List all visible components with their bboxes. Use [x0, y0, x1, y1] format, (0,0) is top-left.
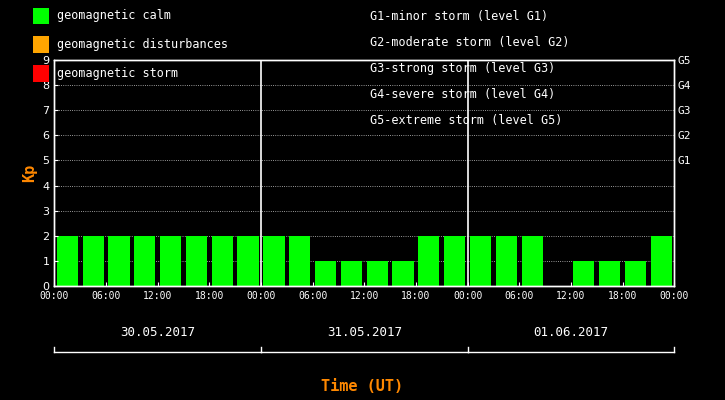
Bar [599, 261, 621, 286]
Text: 01.06.2017: 01.06.2017 [534, 326, 608, 339]
Bar [263, 236, 284, 286]
Bar [625, 261, 646, 286]
Bar [83, 236, 104, 286]
Bar [418, 236, 439, 286]
Text: geomagnetic calm: geomagnetic calm [57, 10, 171, 22]
Bar [186, 236, 207, 286]
Text: G4-severe storm (level G4): G4-severe storm (level G4) [370, 88, 555, 101]
Bar [134, 236, 155, 286]
Bar [444, 236, 465, 286]
Bar [470, 236, 491, 286]
Text: geomagnetic disturbances: geomagnetic disturbances [57, 38, 228, 51]
Bar [212, 236, 233, 286]
Bar [289, 236, 310, 286]
Bar [367, 261, 388, 286]
Bar [315, 261, 336, 286]
Y-axis label: Kp: Kp [22, 164, 37, 182]
Bar [57, 236, 78, 286]
Text: 31.05.2017: 31.05.2017 [327, 326, 402, 339]
Bar [341, 261, 362, 286]
Bar [392, 261, 414, 286]
Text: Time (UT): Time (UT) [321, 379, 404, 394]
Bar [521, 236, 543, 286]
Text: G5-extreme storm (level G5): G5-extreme storm (level G5) [370, 114, 562, 127]
Text: 30.05.2017: 30.05.2017 [120, 326, 195, 339]
Text: G2-moderate storm (level G2): G2-moderate storm (level G2) [370, 36, 569, 49]
Text: G3-strong storm (level G3): G3-strong storm (level G3) [370, 62, 555, 75]
Text: geomagnetic storm: geomagnetic storm [57, 67, 178, 80]
Text: G1-minor storm (level G1): G1-minor storm (level G1) [370, 10, 548, 23]
Bar [108, 236, 130, 286]
Bar [573, 261, 594, 286]
Bar [160, 236, 181, 286]
Bar [238, 236, 259, 286]
Bar [651, 236, 672, 286]
Bar [496, 236, 517, 286]
